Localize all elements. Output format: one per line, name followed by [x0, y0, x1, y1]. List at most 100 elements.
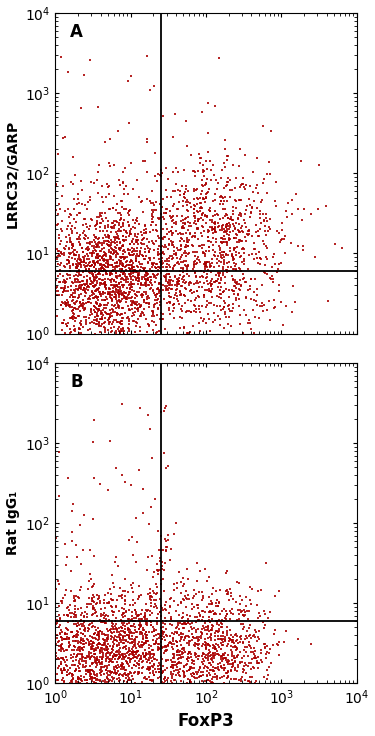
Point — [81, 255, 87, 266]
Point — [72, 169, 78, 180]
Point — [100, 640, 106, 651]
Point — [96, 266, 102, 277]
Point — [165, 277, 171, 289]
Point — [156, 285, 162, 297]
Point — [206, 283, 212, 294]
Point — [74, 274, 80, 286]
Point — [157, 290, 163, 302]
Point — [197, 241, 203, 252]
Point — [244, 317, 250, 329]
Point — [68, 232, 74, 244]
Point — [171, 638, 177, 650]
Point — [84, 650, 90, 662]
Point — [159, 633, 165, 645]
Point — [198, 152, 204, 163]
Point — [198, 629, 204, 641]
Point — [113, 252, 119, 263]
Point — [116, 644, 122, 656]
Point — [248, 640, 254, 652]
Point — [107, 269, 113, 281]
Point — [262, 619, 268, 631]
Point — [74, 295, 80, 307]
Point — [117, 263, 123, 275]
Point — [136, 615, 142, 627]
Point — [62, 250, 68, 261]
Point — [106, 239, 112, 251]
Point — [58, 595, 64, 606]
Point — [139, 289, 145, 300]
Point — [111, 274, 117, 286]
Point — [249, 249, 255, 261]
Point — [176, 666, 182, 678]
Point — [237, 234, 243, 246]
Point — [221, 296, 227, 308]
Point — [70, 246, 76, 258]
Point — [150, 571, 156, 583]
Point — [66, 243, 72, 255]
Point — [205, 662, 211, 674]
Point — [58, 645, 64, 657]
Point — [88, 248, 94, 260]
Point — [106, 657, 112, 668]
Point — [233, 673, 239, 684]
Point — [173, 216, 179, 228]
Point — [63, 629, 69, 640]
Point — [153, 666, 159, 678]
Point — [102, 250, 108, 261]
Point — [109, 289, 115, 301]
Point — [229, 285, 235, 297]
Point — [118, 308, 124, 320]
Point — [146, 298, 152, 310]
Point — [243, 277, 249, 289]
Point — [126, 279, 132, 291]
Point — [168, 592, 174, 604]
Point — [176, 651, 182, 663]
Point — [120, 658, 126, 670]
Point — [230, 648, 236, 660]
Point — [86, 263, 92, 275]
Point — [188, 284, 194, 296]
Point — [86, 637, 92, 649]
Point — [177, 645, 183, 657]
Point — [124, 647, 130, 659]
Point — [96, 267, 102, 279]
Point — [128, 273, 134, 285]
Point — [252, 677, 258, 689]
Point — [73, 631, 79, 643]
Point — [176, 649, 181, 661]
Point — [138, 608, 144, 620]
Point — [124, 674, 130, 686]
Point — [137, 263, 143, 275]
Point — [102, 637, 108, 648]
Point — [94, 654, 100, 666]
Point — [207, 205, 213, 217]
Point — [222, 297, 228, 308]
Point — [284, 210, 290, 222]
Point — [80, 633, 86, 645]
Point — [89, 250, 95, 262]
Point — [160, 308, 166, 320]
Point — [129, 633, 135, 645]
Point — [130, 620, 136, 631]
Point — [87, 640, 93, 651]
Point — [207, 286, 213, 298]
Point — [194, 557, 200, 569]
Point — [153, 327, 159, 339]
Point — [208, 266, 214, 278]
Point — [122, 664, 128, 676]
Point — [90, 602, 96, 614]
Point — [146, 672, 152, 684]
Point — [270, 276, 276, 288]
Point — [199, 300, 205, 312]
Point — [155, 212, 161, 224]
Point — [96, 656, 102, 668]
Point — [100, 615, 106, 626]
Point — [116, 254, 122, 266]
Point — [195, 215, 201, 227]
Point — [253, 219, 259, 231]
Point — [192, 294, 198, 305]
Point — [164, 630, 170, 642]
Point — [83, 656, 89, 668]
Point — [184, 653, 190, 665]
Point — [233, 247, 239, 258]
